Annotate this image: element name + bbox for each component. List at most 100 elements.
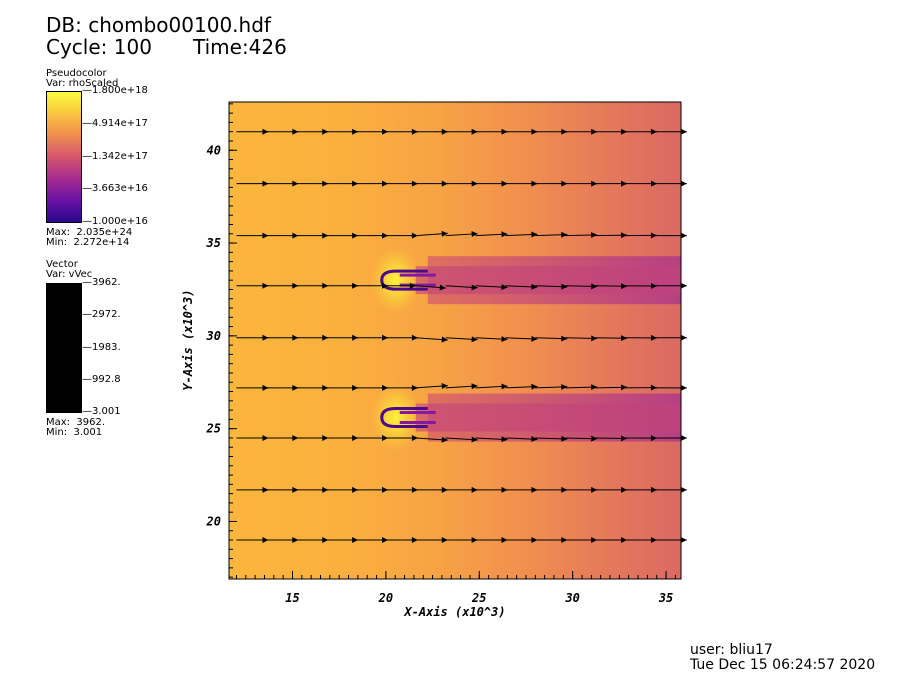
velocity-arrowhead [591,180,598,187]
body-shell [380,407,428,429]
velocity-arrowhead [501,128,508,135]
velocity-arrowhead [441,537,448,544]
velocity-arrowhead [680,128,687,135]
velocity-arrowhead [680,537,687,544]
velocity-arrowhead [471,486,478,493]
pseudocolor-max: Max: 2.035e+24 [46,227,133,238]
velocity-arrowhead [650,232,657,239]
pseudocolor-tick-5: —1.000e+16 [82,216,148,227]
vector-tick-5: —3.001 [82,406,121,417]
velocity-arrowhead [262,180,269,187]
velocity-arrowhead [501,231,508,238]
velocity-arrowhead [382,128,389,135]
velocity-arrowhead [471,128,478,135]
velocity-arrowhead [650,486,657,493]
velocity-arrowhead [322,537,329,544]
velocity-arrowhead [650,282,657,289]
pseudocolor-tick-4: —3.663e+16 [82,183,148,194]
velocity-arrowhead [621,486,628,493]
velocity-arrowhead [382,282,389,289]
velocity-arrowhead [531,283,538,290]
velocity-arrowhead [441,336,448,343]
velocity-arrowhead [561,283,568,290]
velocity-arrowhead [292,486,299,493]
velocity-arrowhead [471,284,478,291]
wake-core [415,266,681,295]
velocity-arrowhead [471,383,478,390]
y-tick-label: 25 [206,422,221,436]
velocity-arrowhead [322,282,329,289]
velocity-arrowhead [262,334,269,341]
body-core [386,414,393,421]
velocity-arrowhead [322,232,329,239]
velocity-arrowhead [621,180,628,187]
velocity-arrowhead [292,537,299,544]
velocity-arrowhead [680,282,687,289]
vector-max: Max: 3962. [46,417,106,428]
velocity-arrowhead [561,335,568,342]
velocity-arrowhead [531,537,538,544]
velocity-arrowhead [322,486,329,493]
velocity-arrowhead [382,232,389,239]
velocity-arrowhead [262,434,269,441]
wake-core [415,403,681,432]
velocity-arrowhead [292,128,299,135]
velocity-arrowhead [292,334,299,341]
y-tick-label: 40 [207,143,221,157]
velocity-arrowhead [411,434,418,441]
velocity-arrowhead [352,282,359,289]
cycle-label: Cycle: 100 [46,35,152,59]
vector-tick-2: —2972. [82,309,121,320]
velocity-arrowhead [352,180,359,187]
density-background [229,102,681,579]
velocity-arrowhead [352,537,359,544]
vector-legend-title: Vector [46,259,78,270]
velocity-arrowhead [591,486,598,493]
velocity-arrowhead [680,384,687,391]
velocity-arrowhead [471,537,478,544]
velocity-arrowhead [531,180,538,187]
velocity-arrowhead [441,383,448,390]
velocity-arrowhead [352,232,359,239]
velocity-arrowhead [471,436,478,443]
velocity-arrowhead [262,537,269,544]
velocity-arrowhead [262,486,269,493]
velocity-arrowhead [621,128,628,135]
pseudocolor-var-label: Var: rhoScaled [46,78,119,89]
pseudocolor-min: Min: 2.272e+14 [46,237,130,248]
velocity-arrowhead [621,232,628,239]
velocity-arrowhead [382,434,389,441]
velocity-arrowhead [561,231,568,238]
velocity-arrowhead [561,435,568,442]
velocity-arrowhead [591,435,598,442]
velocity-arrowhead [411,384,418,391]
velocity-arrowhead [382,384,389,391]
x-tick-label: 35 [658,591,673,605]
velocity-arrowhead [650,128,657,135]
velocity-arrowhead [411,232,418,239]
velocity-arrowhead [680,334,687,341]
y-tick-label: 30 [206,329,221,343]
velocity-arrowhead [680,232,687,239]
velocity-arrowhead [650,180,657,187]
velocity-arrowhead [531,486,538,493]
velocity-arrowhead [591,537,598,544]
vector-tick-4: —992.8 [82,374,121,385]
velocity-arrowhead [382,334,389,341]
velocity-arrowhead [352,434,359,441]
velocity-arrowhead [411,180,418,187]
velocity-arrowhead [322,434,329,441]
y-axis-label: Y-Axis (x10^3) [181,289,195,390]
vector-tick-1-label: 3962. [92,277,121,288]
velocity-arrowhead [680,434,687,441]
velocity-arrowhead [561,128,568,135]
velocity-arrowhead [501,383,508,390]
body-glow [369,383,422,452]
velocity-arrowhead [650,435,657,442]
velocity-arrowhead [531,436,538,443]
pseudocolor-tick-3-label: 1.342e+17 [92,151,148,162]
velocity-arrowhead [471,336,478,343]
body-shell [380,269,428,291]
velocity-arrowhead [501,436,508,443]
velocity-arrowhead [411,537,418,544]
